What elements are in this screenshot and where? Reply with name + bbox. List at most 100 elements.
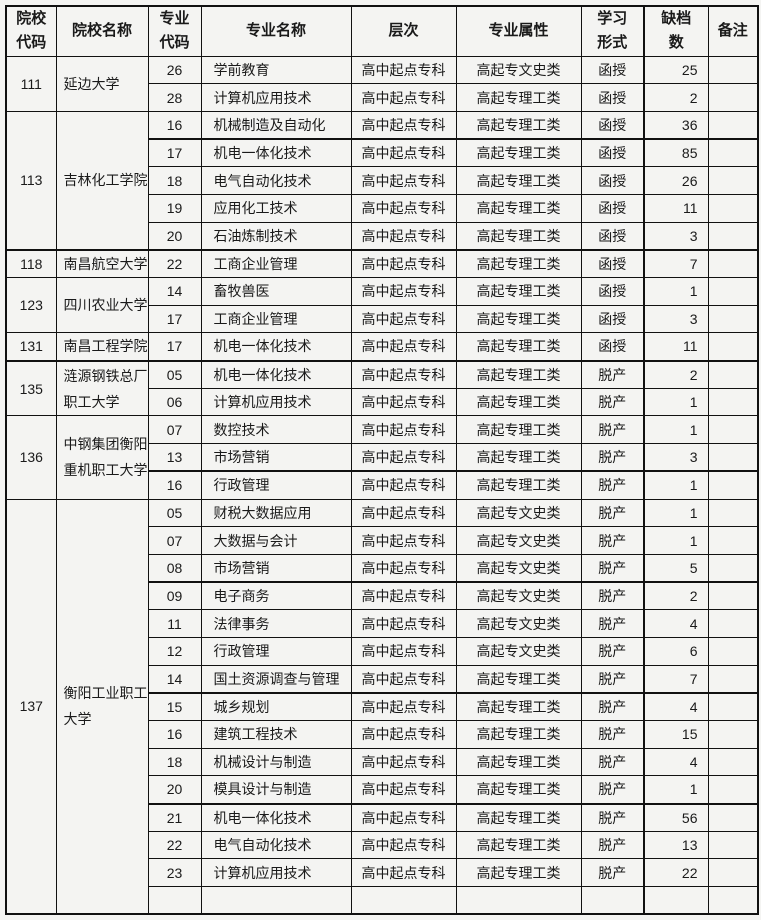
- level-cell: 高中起点专科: [350, 691, 457, 721]
- study-form-cell: 脱产: [580, 664, 645, 694]
- table-body: 111 延边大学 26 学前教育 高中起点专科 高起专文史类 函授 25 28 计算机应用技术 高中…: [5, 55, 759, 915]
- school-name-cell: 延边大学: [55, 55, 149, 112]
- major-name-cell: 应用化工技术: [200, 193, 352, 223]
- level-cell: 高中起点专科: [350, 553, 457, 583]
- school-name-cell: 中钢集团衡阳重机职工大学: [55, 415, 149, 500]
- major-code-cell: 22: [147, 248, 202, 278]
- vacancy-cell: 7: [643, 664, 709, 694]
- table-row: 123 四川农业大学 14 畜牧兽医 高中起点专科 高起专理工类 函授 1: [5, 276, 759, 334]
- school-name-cell: 南昌航空大学: [55, 248, 149, 278]
- study-form-cell: 脱产: [580, 581, 645, 611]
- level-cell: 高中起点专科: [350, 443, 457, 472]
- attribute-cell: 高起专理工类: [455, 83, 582, 112]
- major-code-cell: 18: [147, 166, 202, 195]
- level-cell: 高中起点专科: [350, 221, 457, 251]
- attribute-cell: 高起专文史类: [455, 609, 582, 638]
- vacancy-cell: 1: [643, 775, 709, 805]
- attribute-cell: [455, 886, 582, 915]
- study-form-cell: 脱产: [580, 470, 645, 500]
- major-name-cell: 市场营销: [200, 553, 352, 583]
- study-form-cell: 函授: [580, 110, 645, 140]
- major-name-cell: 工商企业管理: [200, 304, 352, 334]
- major-code-cell: 28: [147, 83, 202, 112]
- attribute-cell: 高起专理工类: [455, 110, 582, 140]
- attribute-cell: 高起专理工类: [455, 415, 582, 445]
- vacancy-table: 院校 代码 院校名称 专业 代码 专业名称 层次 专业属性 学习 形式 缺档 数…: [5, 5, 759, 916]
- study-form-cell: [580, 886, 645, 915]
- major-code-cell: 15: [147, 691, 202, 721]
- level-cell: 高中起点专科: [350, 248, 457, 278]
- level-cell: 高中起点专科: [350, 387, 457, 417]
- major-name-cell: 计算机应用技术: [200, 858, 352, 888]
- major-code-cell: 05: [147, 359, 202, 389]
- table-row: 15 城乡规划 高中起点专科 高起专理工类 脱产 4: [6, 691, 759, 721]
- major-name-cell: 机电一体化技术: [200, 332, 352, 362]
- major-name-cell: 石油炼制技术: [200, 221, 352, 251]
- attribute-cell: 高起专理工类: [455, 359, 582, 389]
- remark-cell: [707, 691, 759, 721]
- remark-cell: [707, 802, 759, 832]
- study-form-cell: 函授: [580, 277, 645, 306]
- attribute-cell: 高起专文史类: [455, 636, 582, 666]
- table-row: 07 大数据与会计 高中起点专科 高起专文史类 脱产 1: [6, 526, 759, 555]
- remark-cell: [707, 138, 759, 168]
- attribute-cell: 高起专理工类: [455, 304, 582, 334]
- remark-cell: [707, 277, 759, 306]
- major-code-cell: 16: [147, 720, 202, 749]
- school-name-cell: 南昌工程学院: [55, 332, 149, 362]
- attribute-cell: 高起专文史类: [455, 526, 582, 555]
- remark-cell: [707, 664, 759, 694]
- study-form-cell: 函授: [580, 304, 645, 334]
- school-code-cell: 137: [5, 498, 57, 915]
- major-code-cell: 14: [147, 277, 202, 306]
- major-name-cell: 法律事务: [200, 609, 352, 638]
- vacancy-cell: 1: [643, 387, 709, 417]
- level-cell: 高中起点专科: [350, 802, 457, 832]
- study-form-cell: 脱产: [580, 802, 645, 832]
- remark-cell: [707, 110, 759, 140]
- major-code-cell: 11: [147, 609, 202, 638]
- remark-cell: [707, 415, 759, 445]
- study-form-cell: 函授: [580, 83, 645, 112]
- attribute-cell: 高起专理工类: [455, 193, 582, 223]
- level-cell: 高中起点专科: [350, 636, 457, 666]
- remark-cell: [707, 83, 759, 112]
- level-cell: [350, 886, 457, 915]
- major-code-cell: 09: [147, 581, 202, 611]
- study-form-cell: 脱产: [580, 775, 645, 805]
- remark-cell: [707, 609, 759, 638]
- major-name-cell: 建筑工程技术: [200, 720, 352, 749]
- study-form-cell: 脱产: [580, 498, 645, 528]
- remark-cell: [707, 166, 759, 195]
- vacancy-cell: 6: [643, 636, 709, 666]
- vacancy-cell: 2: [643, 83, 709, 112]
- major-code-cell: 23: [147, 858, 202, 888]
- attribute-cell: 高起专文史类: [455, 55, 582, 85]
- major-name-cell: 行政管理: [200, 636, 352, 666]
- attribute-cell: 高起专理工类: [455, 470, 582, 500]
- major-code-cell: 06: [147, 387, 202, 417]
- study-form-cell: 脱产: [580, 526, 645, 555]
- major-name-cell: 计算机应用技术: [200, 83, 352, 112]
- table-row: 111 延边大学 26 学前教育 高中起点专科 高起专文史类 函授 25: [5, 55, 759, 112]
- table-row: 135 涟源钢铁总厂职工大学 05 机电一体化技术 高中起点专科 高起专理工类 脱产 2: [5, 359, 759, 417]
- vacancy-cell: 3: [643, 304, 709, 334]
- table-row: 113 吉林化工学院 16 机械制造及自动化 高中起点专科 高起专理工类 函授 36: [5, 110, 759, 251]
- major-name-cell: 电气自动化技术: [200, 830, 352, 860]
- major-code-cell: [147, 886, 202, 915]
- table-row: 20 模具设计与制造 高中起点专科 高起专理工类 脱产 1: [6, 775, 759, 805]
- vacancy-cell: 1: [643, 526, 709, 555]
- level-cell: 高中起点专科: [350, 55, 457, 85]
- major-name-cell: 电气自动化技术: [200, 166, 352, 195]
- school-code-cell: 118: [5, 248, 57, 278]
- study-form-cell: 函授: [580, 221, 645, 251]
- remark-cell: [707, 581, 759, 611]
- table-row: 137 衡阳工业职工大学 05 财税大数据应用 高中起点专科 高起专文史类 脱产 1: [5, 498, 759, 915]
- attribute-cell: 高起专文史类: [455, 581, 582, 611]
- major-code-cell: 13: [147, 443, 202, 472]
- major-code-cell: 14: [147, 664, 202, 694]
- vacancy-cell: 56: [643, 802, 709, 832]
- school-name-cell: 四川农业大学: [55, 276, 149, 334]
- study-form-cell: 函授: [580, 332, 645, 362]
